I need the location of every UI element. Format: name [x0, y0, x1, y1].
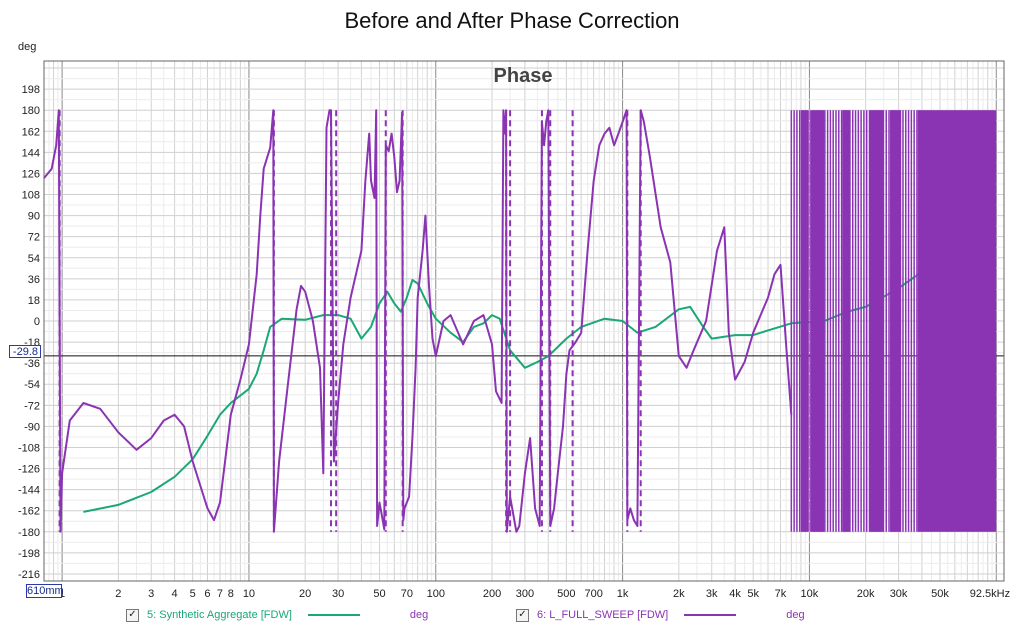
y-tick-label: -54: [24, 379, 40, 391]
x-tick-label: 2k: [673, 588, 685, 600]
legend-item-synthetic-aggregate: ✓ 5: Synthetic Aggregate [FDW] deg: [126, 606, 428, 624]
y-tick-label: -144: [18, 485, 40, 497]
legend-unit-synthetic-aggregate: deg: [409, 609, 429, 621]
series-line-2: [43, 109, 793, 533]
hf-band-block: [800, 110, 808, 532]
legend-swatch-l-full-sweep: [684, 614, 737, 616]
x-tick-label: 1k: [617, 588, 629, 600]
x-tick-label: 5k: [747, 588, 759, 600]
x-tick-label: 3: [148, 588, 154, 600]
y-tick-label: 72: [28, 232, 40, 244]
cursor-y-readout[interactable]: -29.8: [9, 345, 41, 358]
x-tick-label: 500: [557, 588, 575, 600]
y-tick-label: 54: [28, 253, 40, 265]
y-tick-label: 108: [22, 190, 40, 202]
hf-band-block: [890, 110, 902, 532]
y-tick-label: -198: [18, 548, 40, 560]
y-tick-label: 198: [22, 84, 40, 96]
x-tick-label: 50: [373, 588, 385, 600]
x-tick-label: 92.5kHz: [970, 588, 1010, 600]
y-tick-label: 180: [22, 105, 40, 117]
y-tick-label: -180: [18, 527, 40, 539]
tick-labels: 19818016214412610890725436180-18-36-54-7…: [18, 84, 1010, 600]
plot-frame: [43, 60, 1005, 582]
x-tick-label: 10: [243, 588, 255, 600]
y-tick-label: 90: [28, 211, 40, 223]
x-tick-label: 7: [217, 588, 223, 600]
x-tick-label: 30k: [890, 588, 908, 600]
y-tick-label: -216: [18, 569, 40, 581]
x-tick-label: 5: [190, 588, 196, 600]
legend-label-synthetic-aggregate: 5: Synthetic Aggregate [FDW]: [147, 609, 292, 621]
x-tick-label: 3k: [706, 588, 718, 600]
legend-swatch-synthetic-aggregate: [307, 614, 360, 616]
y-tick-label: 162: [22, 126, 40, 138]
legend-unit-l-full-sweep: deg: [786, 609, 805, 621]
legend-checkbox-synthetic-aggregate[interactable]: ✓: [126, 608, 139, 622]
y-tick-label: -90: [24, 421, 40, 433]
hf-band-block: [917, 110, 997, 532]
legend-label-l-full-sweep: 6: L_FULL_SWEEP [FDW]: [537, 609, 669, 621]
x-tick-label: 7k: [775, 588, 787, 600]
y-tick-label: -36: [24, 358, 40, 370]
x-tick-label: 1: [59, 588, 65, 600]
grid-layer: [43, 61, 1004, 581]
x-tick-label: 6: [204, 588, 210, 600]
x-tick-label: 2: [115, 588, 121, 600]
x-tick-label: 30: [332, 588, 344, 600]
x-tick-label: 300: [516, 588, 534, 600]
x-tick-label: 200: [483, 588, 501, 600]
y-tick-label: 144: [22, 147, 40, 159]
x-tick-label: 4: [172, 588, 178, 600]
y-tick-label: 18: [28, 295, 40, 307]
y-tick-label: 126: [22, 168, 40, 180]
legend-checkbox-l-full-sweep[interactable]: ✓: [516, 608, 529, 622]
legend-item-l-full-sweep: ✓ 6: L_FULL_SWEEP [FDW] deg: [516, 606, 805, 624]
x-tick-label: 100: [427, 588, 445, 600]
x-tick-label: 50k: [931, 588, 949, 600]
y-tick-label: -162: [18, 506, 40, 518]
x-tick-label: 4k: [729, 588, 741, 600]
chart-title: Before and After Phase Correction: [344, 8, 680, 33]
y-tick-label: -72: [24, 400, 40, 412]
series-layer: [43, 109, 1004, 533]
y-axis-unit-label: deg: [18, 41, 37, 53]
y-tick-label: 36: [28, 274, 40, 286]
y-tick-label: -126: [18, 464, 40, 476]
x-tick-label: 8: [228, 588, 234, 600]
x-tick-label: 700: [584, 588, 602, 600]
y-tick-label: -108: [18, 442, 40, 454]
panel-label: Phase: [494, 65, 553, 87]
y-tick-label: 0: [34, 316, 40, 328]
cursor-x-readout[interactable]: 610mm: [26, 584, 64, 598]
x-tick-label: 20: [299, 588, 311, 600]
hf-band-block: [842, 110, 851, 532]
x-tick-label: 10k: [801, 588, 819, 600]
x-tick-label: 20k: [857, 588, 875, 600]
x-tick-label: 70: [401, 588, 413, 600]
